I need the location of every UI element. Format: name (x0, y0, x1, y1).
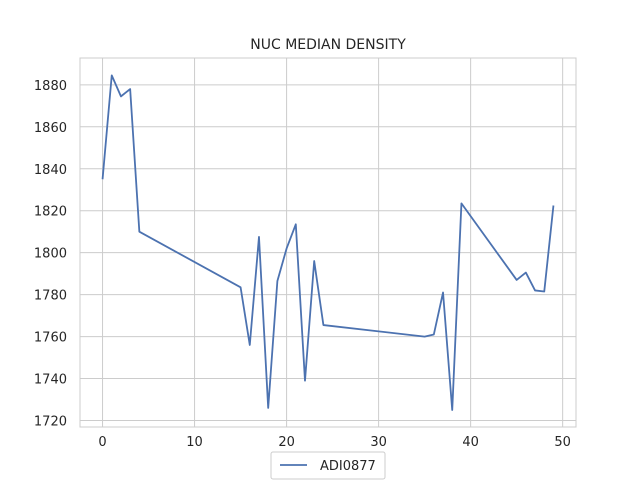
x-axis: 0 10 20 30 40 50 (98, 435, 571, 450)
plot-frame (79, 57, 577, 428)
x-tick-label: 10 (186, 435, 203, 450)
x-tick-label: 0 (98, 435, 106, 450)
y-tick-label: 1820 (34, 205, 67, 220)
x-tick-label: 40 (462, 435, 479, 450)
series-line (101, 74, 555, 411)
y-tick-label: 1760 (34, 331, 67, 346)
legend-label: ADI0877 (320, 459, 376, 474)
y-tick-label: 1720 (34, 414, 67, 429)
x-tick-label: 20 (278, 435, 295, 450)
y-tick-label: 1860 (34, 121, 67, 136)
y-tick-label: 1780 (34, 289, 67, 304)
y-tick-label: 1800 (34, 247, 67, 262)
chart-title: NUC MEDIAN DENSITY (250, 37, 406, 53)
legend-box (270, 451, 386, 480)
y-tick-label: 1880 (34, 79, 67, 94)
x-tick-label: 30 (370, 435, 387, 450)
y-axis: 1720 1740 1760 1780 1800 1820 1840 1860 1880 (34, 79, 67, 430)
grid (80, 58, 576, 427)
legend[interactable]: ADI0877 (270, 451, 386, 480)
series-layer (101, 74, 555, 411)
y-tick-label: 1740 (34, 373, 67, 388)
y-tick-label: 1840 (34, 163, 67, 178)
x-tick-label: 50 (554, 435, 571, 450)
